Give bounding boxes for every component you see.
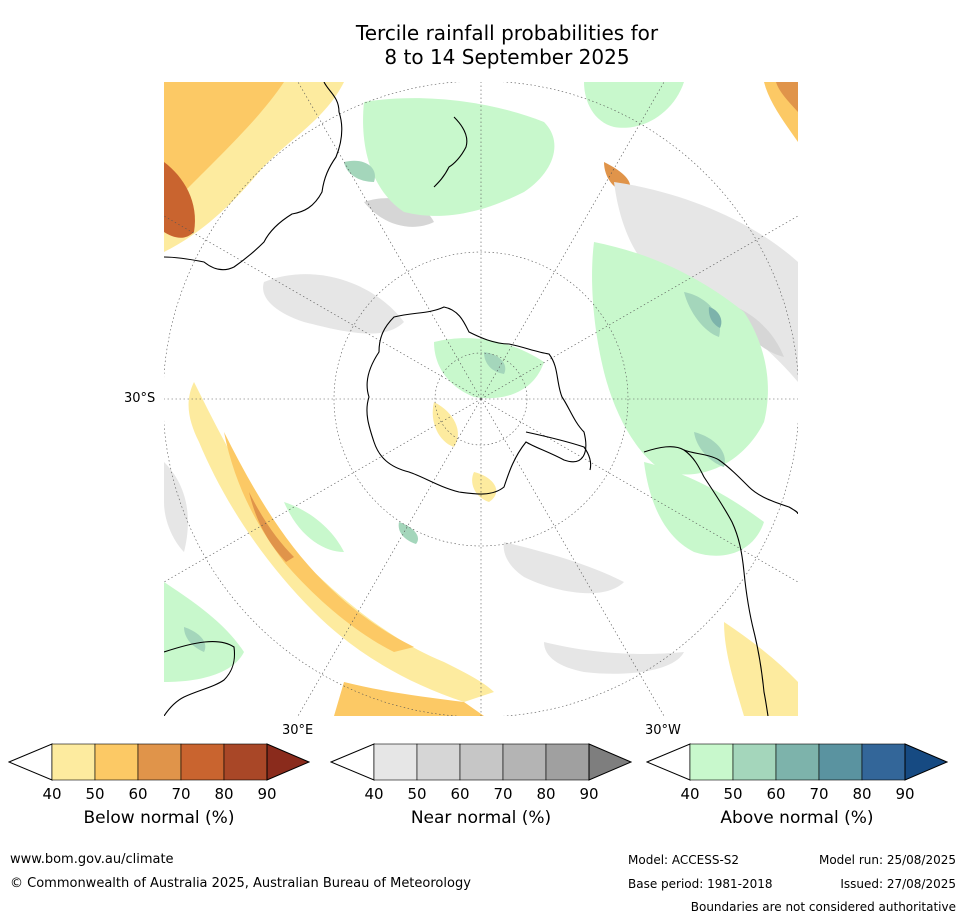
colorbar-near-normal <box>330 743 632 781</box>
model-run-text: Model run: 25/08/2025 <box>818 853 956 867</box>
cbar-below-seg-6 <box>266 743 310 781</box>
cbar-above-seg-1 <box>689 743 734 781</box>
cbar-near-seg-0 <box>330 743 375 781</box>
colorbar-above-title: Above normal (%) <box>720 808 874 828</box>
tick-label: 60 <box>450 785 470 803</box>
rainfall-probability-map <box>164 82 798 716</box>
tick-label: 90 <box>579 785 599 803</box>
cbar-near-seg-5 <box>545 743 590 781</box>
tick-label: 50 <box>407 785 427 803</box>
cbar-below-seg-5 <box>223 743 268 781</box>
cbar-above-seg-4 <box>818 743 863 781</box>
tick-label: 90 <box>257 785 277 803</box>
issued-text: Issued: 27/08/2025 <box>840 877 956 891</box>
below-normal-regions <box>164 82 798 716</box>
africa-coastline <box>164 641 236 716</box>
cbar-near-seg-4 <box>502 743 547 781</box>
tick-label: 80 <box>214 785 234 803</box>
website-link[interactable]: www.bom.gov.au/climate <box>10 852 174 867</box>
latitude-label-30s: 30°S <box>124 391 156 406</box>
cbar-below-seg-3 <box>137 743 182 781</box>
cbar-below-seg-4 <box>180 743 225 781</box>
tick-label: 50 <box>723 785 743 803</box>
above-normal-regions <box>164 82 768 682</box>
cbar-above-seg-5 <box>861 743 906 781</box>
tick-label: 70 <box>493 785 513 803</box>
tick-label: 80 <box>536 785 556 803</box>
cbar-below-seg-1 <box>51 743 96 781</box>
cbar-near-seg-2 <box>416 743 461 781</box>
tick-label: 90 <box>895 785 915 803</box>
tick-label: 60 <box>766 785 786 803</box>
cbar-near-seg-3 <box>459 743 504 781</box>
cbar-above-seg-3 <box>775 743 820 781</box>
tick-label: 50 <box>85 785 105 803</box>
tick-label: 70 <box>809 785 829 803</box>
tick-label: 60 <box>128 785 148 803</box>
cbar-above-seg-0 <box>646 743 691 781</box>
tick-label: 40 <box>42 785 62 803</box>
latitude-circles <box>164 82 798 716</box>
longitude-label-30w: 30°W <box>645 723 681 738</box>
meridian-lines <box>164 82 798 716</box>
cbar-above-seg-2 <box>732 743 777 781</box>
australia-coastline <box>164 82 343 271</box>
map-title: Tercile rainfall probabilities for 8 to … <box>250 21 764 69</box>
cbar-below-seg-0 <box>8 743 53 781</box>
colorbar-below-title: Below normal (%) <box>83 808 235 828</box>
cbar-near-seg-6 <box>588 743 632 781</box>
antarctica-coastline <box>366 306 587 495</box>
colorbar-near-title: Near normal (%) <box>410 808 552 828</box>
tick-label: 40 <box>680 785 700 803</box>
cbar-below-seg-2 <box>94 743 139 781</box>
copyright-text: © Commonwealth of Australia 2025, Austra… <box>10 876 471 891</box>
tick-label: 80 <box>852 785 872 803</box>
antarctic-peninsula <box>525 431 592 471</box>
coastlines <box>164 82 798 716</box>
new-zealand-coastline <box>433 116 468 188</box>
base-period-text: Base period: 1981-2018 <box>628 877 773 891</box>
disclaimer-text: Boundaries are not considered authoritat… <box>690 900 956 914</box>
south-america-coastline <box>643 446 769 716</box>
longitude-label-30e: 30°E <box>282 723 314 738</box>
cbar-above-seg-6 <box>904 743 948 781</box>
tick-label: 70 <box>171 785 191 803</box>
polar-map-svg <box>164 82 798 716</box>
model-text: Model: ACCESS-S2 <box>628 853 740 867</box>
title-line-1: Tercile rainfall probabilities for <box>355 21 659 45</box>
cbar-near-seg-1 <box>373 743 418 781</box>
tick-label: 40 <box>364 785 384 803</box>
colorbar-below-normal <box>8 743 310 781</box>
title-line-2: 8 to 14 September 2025 <box>384 45 630 69</box>
colorbar-above-normal <box>646 743 948 781</box>
